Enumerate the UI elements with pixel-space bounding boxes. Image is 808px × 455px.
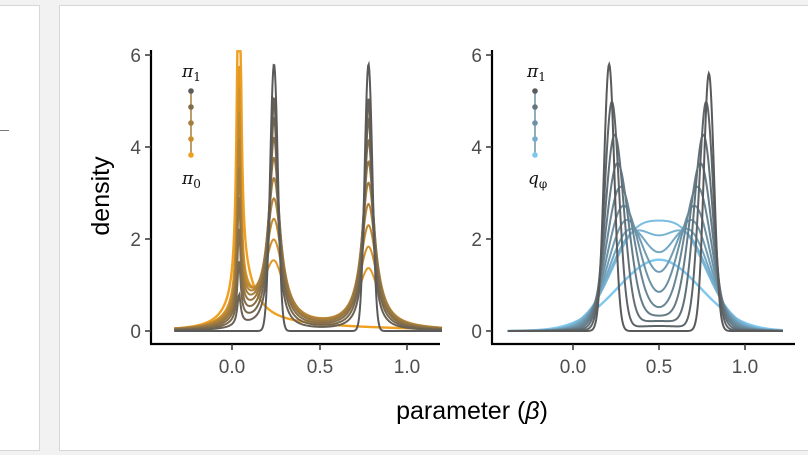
left-density-line-5 [174, 166, 443, 330]
right-density-line-2 [507, 229, 783, 332]
left-density-line-9 [174, 96, 443, 332]
right-density-line-5 [507, 204, 783, 332]
left-density-curves [174, 50, 443, 332]
right-density-line-1 [507, 219, 783, 332]
right-legend: π1 qφ [526, 62, 547, 191]
right-density-line-4 [507, 218, 783, 332]
left-legend-dot-2 [188, 120, 194, 126]
right-ytick-label-6: 6 [471, 46, 482, 67]
right-density-line-7 [507, 162, 783, 332]
left-density-line-1 [174, 65, 443, 330]
right-xtick-label-10: 1.0 [732, 357, 758, 378]
y-axis-label: density [87, 156, 115, 236]
right-density-line-10 [507, 60, 783, 332]
left-panel: 0 2 4 6 0.0 0.5 1.0 density π1 π0 [87, 46, 443, 378]
left-legend-dot-0 [188, 88, 194, 94]
left-legend-dot-4 [188, 152, 194, 158]
left-ytick-label-2: 2 [130, 230, 141, 251]
left-density-line-8 [174, 116, 443, 331]
left-density-line-0 [174, 50, 443, 331]
left-xtick-label-05: 0.5 [307, 357, 333, 378]
left-xtick-label-10: 1.0 [394, 357, 420, 378]
left-density-line-4 [174, 138, 443, 330]
left-panel-dash [0, 130, 9, 131]
right-legend-dot-0 [532, 88, 538, 94]
left-legend-top-label: π1 [181, 62, 201, 84]
right-ytick-label-4: 4 [471, 138, 482, 159]
right-density-line-8 [507, 133, 783, 332]
left-legend-gradient [188, 88, 194, 158]
right-ytick-label-0: 0 [471, 322, 482, 343]
left-panel-card [0, 5, 40, 451]
right-legend-dot-3 [532, 136, 538, 142]
left-density-line-10 [174, 60, 442, 332]
right-legend-top-label: π1 [526, 62, 546, 84]
left-legend: π1 π0 [181, 62, 201, 191]
left-ytick-label-6: 6 [130, 46, 141, 67]
left-density-line-2 [174, 87, 443, 330]
left-ytick-label-4: 4 [130, 138, 141, 159]
left-legend-bottom-label: π0 [181, 169, 201, 191]
left-ytick-label-0: 0 [130, 322, 141, 343]
right-density-line-9 [507, 100, 783, 332]
right-legend-dot-4 [532, 152, 538, 158]
left-density-line-6 [174, 156, 443, 331]
right-legend-dot-2 [532, 120, 538, 126]
right-legend-bottom-label: qφ [528, 169, 547, 191]
x-axis-label: parameter (β) [396, 397, 548, 425]
right-density-line-3 [507, 227, 783, 332]
left-density-line-3 [174, 111, 443, 330]
left-density-line-7 [174, 136, 443, 331]
right-legend-gradient [532, 88, 538, 158]
right-density-curves [507, 60, 783, 333]
right-panel: 0 2 4 6 0.0 0.5 1.0 π1 qφ [471, 46, 795, 378]
left-legend-dot-3 [188, 136, 194, 142]
left-legend-dot-1 [188, 104, 194, 110]
right-xtick-label-00: 0.0 [560, 357, 586, 378]
right-ytick-label-2: 2 [471, 230, 482, 251]
left-xtick-label-00: 0.0 [219, 357, 245, 378]
right-xtick-label-05: 0.5 [646, 357, 672, 378]
right-legend-dot-1 [532, 104, 538, 110]
